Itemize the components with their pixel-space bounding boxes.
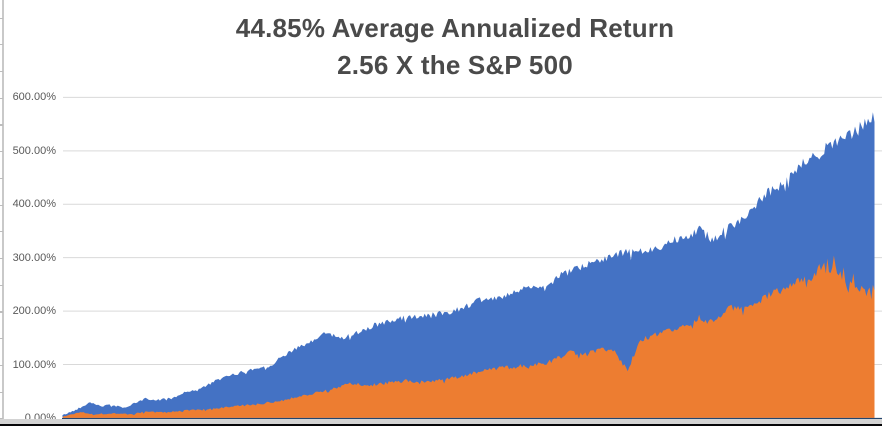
window-bottom-strip	[0, 419, 882, 425]
y-axis-tick-label: 100.00%	[12, 358, 56, 371]
window-bottom-edge	[0, 424, 882, 426]
left-edge-tick	[0, 124, 3, 126]
y-axis-tick-label: 500.00%	[12, 144, 56, 157]
left-edge-tick	[0, 418, 3, 420]
left-edge-tick	[0, 338, 3, 340]
left-edge-tick	[0, 177, 3, 179]
left-edge-tick	[0, 97, 3, 99]
left-edge-tick	[0, 257, 3, 260]
left-edge-tick	[0, 284, 3, 286]
left-edge-tick	[0, 311, 3, 313]
y-axis-tick-label: 200.00%	[12, 305, 56, 318]
sp500-series-area	[62, 255, 875, 418]
y-axis-tick-label: 300.00%	[12, 251, 56, 264]
left-edge-tick	[0, 17, 3, 19]
y-axis-tick-label: 400.00%	[12, 198, 56, 211]
left-edge-tick	[0, 44, 3, 46]
plot-baseline	[62, 417, 882, 420]
left-edge-tick	[0, 364, 3, 366]
left-edge-tick	[0, 71, 3, 73]
left-edge-tick	[0, 151, 3, 153]
left-edge-tick	[0, 391, 3, 393]
left-edge-tick	[0, 231, 3, 233]
left-edge-tick	[0, 204, 3, 206]
y-axis-tick-label: 600.00%	[12, 91, 56, 104]
window-left-edge	[2, 0, 4, 426]
